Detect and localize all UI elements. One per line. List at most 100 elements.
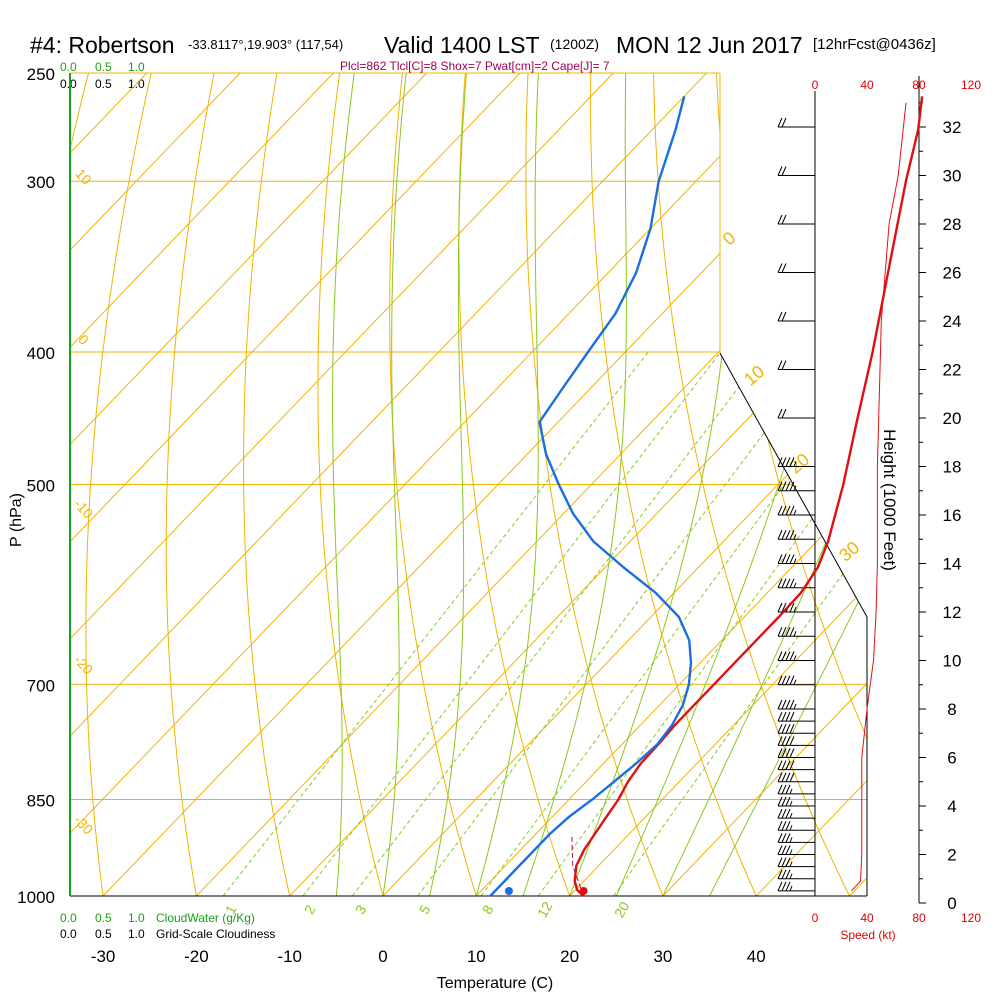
isotherm-line (70, 73, 801, 896)
wind-barb-flag (785, 821, 791, 831)
wind-barb-flag (785, 881, 791, 892)
wind-barb-flag (781, 711, 787, 722)
wind-barb (777, 505, 815, 516)
cloudiness-tick-top-1: 0.5 (95, 77, 112, 91)
wind-barb-half-flag (793, 703, 797, 710)
wind-barb-half-flag (793, 631, 797, 637)
wind-barb-flag (777, 214, 783, 225)
isotherm-line (70, 73, 707, 896)
mixing-ratio-line (351, 351, 766, 896)
wind-barb (777, 651, 815, 661)
wind-barb-flag (785, 457, 791, 467)
moist-adiabat-line (662, 73, 867, 896)
dry-adiabat-line (389, 73, 477, 896)
pressure-tick-300: 300 (27, 173, 55, 192)
wind-barb (777, 857, 815, 868)
wind-barb (777, 457, 815, 467)
wind-barb (777, 808, 815, 819)
temperature-tick: -30 (91, 947, 116, 966)
plot-frame (69, 72, 868, 897)
height-tick-label: 12 (943, 603, 962, 622)
cloudiness-label: Grid-Scale Cloudiness (156, 927, 275, 941)
wind-barb-half-flag (789, 812, 793, 819)
isotherm-line (475, 73, 867, 896)
wind-barb (777, 214, 815, 225)
wind-barb (777, 627, 815, 637)
wind-barb-flag (781, 736, 787, 746)
wind-barb (777, 311, 815, 322)
wind-barb-flag (785, 784, 791, 795)
height-tick-label: 0 (947, 894, 956, 913)
mixing-ratio-line (222, 351, 649, 896)
isotherm-line (382, 73, 867, 896)
wind-barb-flag (781, 881, 787, 892)
dry-adiabat-label: 30 (835, 537, 863, 565)
dry-adiabat-line (590, 73, 757, 896)
wind-barb-flag (785, 481, 791, 491)
cloudwater-tick-top-0: 0.0 (60, 60, 77, 74)
wind-barb-half-flag (793, 655, 797, 661)
dry-adiabat-line (968, 73, 1000, 896)
parcel-path (571, 833, 585, 897)
isotherm-line (70, 73, 521, 896)
wind-speed-profile (851, 102, 907, 892)
wind-barb-flag (785, 530, 791, 540)
wind-barb-flag (785, 675, 791, 685)
wind-barb-flag (781, 214, 787, 225)
wind-barb-flag (777, 808, 783, 819)
cloudwater-tick-top-1: 0.5 (95, 60, 112, 74)
wind-barb-flag (781, 821, 787, 831)
mixing-ratio-label: 3 (352, 902, 370, 917)
wind-barb-half-flag (789, 800, 793, 807)
height-tick-label: 22 (943, 361, 962, 380)
wind-barb (777, 117, 815, 128)
wind-barb-flag (789, 724, 795, 734)
height-tick-label: 4 (947, 797, 956, 816)
wind-barb-flag (785, 736, 791, 746)
wind-barb-flag (789, 578, 795, 588)
wind-barb-flag (789, 627, 795, 637)
mixing-ratio-label: 8 (479, 902, 497, 917)
wind-barb-flag (789, 736, 795, 746)
wind-barb-flag (781, 796, 787, 807)
wind-barb (777, 699, 815, 710)
wind-barb-half-flag (789, 885, 793, 892)
wind-barb-flag (789, 602, 795, 613)
speed-axis-label: Speed (kt) (840, 928, 895, 942)
cloudiness-tick-bottom-0: 0.0 (60, 927, 77, 941)
wind-barb-flag (777, 748, 783, 758)
wind-barb-flag (777, 881, 783, 892)
dry-adiabat-label: 10 (740, 361, 768, 389)
wind-barb-flag (785, 857, 791, 867)
wind-barb-flag (781, 724, 787, 734)
station-coords: -33.8117°,19.903° (117,54) (188, 37, 343, 52)
sounding-profiles (489, 95, 924, 897)
wind-barb-flag (781, 505, 787, 516)
wind-barb-flag (777, 505, 783, 516)
wind-barb-flag (781, 784, 787, 795)
temperature-tick: 10 (467, 947, 486, 966)
zulu-time: (1200Z) (550, 36, 599, 52)
wind-barb (777, 530, 815, 540)
speed-tick-bottom-1: 40 (860, 911, 874, 925)
wind-barb-flag (785, 808, 791, 819)
wind-barb-flag (777, 481, 783, 491)
wind-barb-flag (781, 699, 787, 710)
wind-barb (777, 263, 815, 273)
wind-barb-flag (785, 748, 791, 758)
wind-barb-flag (781, 554, 787, 564)
wind-barb (777, 736, 815, 746)
wind-barb-flag (777, 360, 783, 370)
wind-barb-half-flag (793, 606, 797, 613)
moist-adiabat-line (475, 73, 539, 896)
wind-barb (777, 554, 815, 564)
cloud-scale-bottom: 0.0 0.5 1.0 CloudWater (g/Kg) 0.0 0.5 1.… (60, 911, 275, 941)
wind-barb-half-flag (789, 825, 793, 831)
moist-adiabat-line (709, 73, 867, 896)
y-axis-title: P (hPa) (8, 493, 25, 547)
wind-barb-flag (789, 772, 795, 782)
wind-barb-flag (777, 554, 783, 564)
wind-barb-flag (777, 821, 783, 831)
wind-barb-flag (789, 760, 795, 770)
